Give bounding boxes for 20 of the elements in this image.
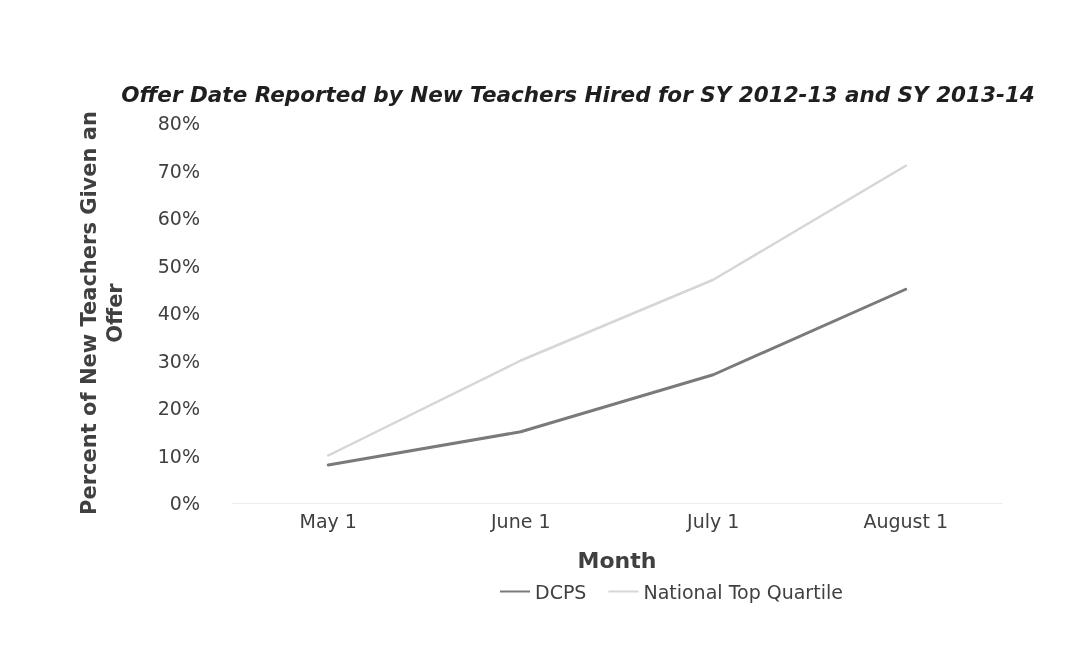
y-tick-label: 30% bbox=[157, 349, 200, 372]
legend-label: National Top Quartile bbox=[643, 580, 843, 603]
y-tick-label: 40% bbox=[157, 302, 200, 324]
y-axis-title: Percent of New Teachers Given an Offer bbox=[77, 111, 127, 515]
x-tick-label: June 1 bbox=[489, 509, 551, 532]
x-tick-label: July 1 bbox=[686, 509, 740, 532]
line-series bbox=[326, 287, 908, 467]
y-tick-label: 0% bbox=[169, 492, 200, 514]
y-tick-label: 80% bbox=[157, 112, 200, 134]
x-tick-label: May 1 bbox=[299, 509, 357, 532]
y-tick-label: 20% bbox=[157, 397, 200, 419]
y-tick-label: 50% bbox=[157, 254, 200, 277]
legend-label: DCPS bbox=[535, 580, 587, 603]
y-tick-label: 60% bbox=[157, 207, 200, 229]
y-tick-label: 70% bbox=[157, 159, 200, 182]
chart-title: Offer Date Reported by New Teachers Hired for SY 2012-13 and SY 2013-14 bbox=[121, 81, 1035, 107]
y-tick-label: 10% bbox=[157, 444, 200, 467]
x-axis-title: Month bbox=[577, 547, 657, 573]
x-tick-label: August 1 bbox=[863, 509, 949, 532]
line-series bbox=[327, 164, 907, 457]
